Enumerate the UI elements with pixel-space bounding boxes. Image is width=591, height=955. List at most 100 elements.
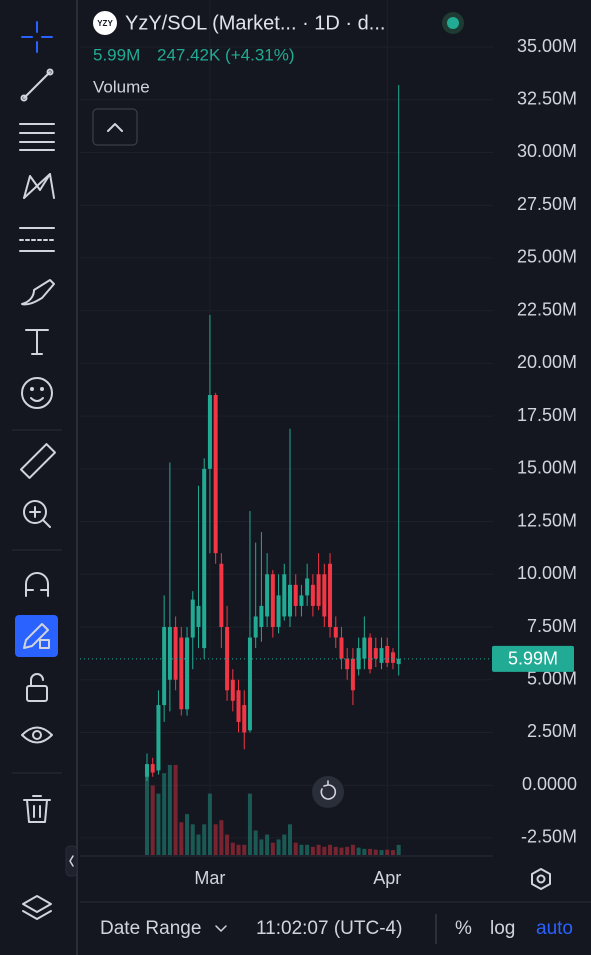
volume-bar	[259, 839, 264, 855]
y-tick-label: 5.00M	[527, 668, 577, 688]
fib-tool[interactable]	[19, 123, 55, 151]
candle-body	[247, 637, 252, 731]
volume-bar	[385, 849, 390, 855]
volume-bar	[225, 834, 230, 855]
text-tool[interactable]	[25, 329, 49, 355]
candle-body	[276, 595, 281, 628]
emoji-tool[interactable]	[21, 377, 53, 409]
candle-body	[333, 627, 338, 638]
last-price-label: 5.99M	[508, 649, 558, 669]
auto-toggle[interactable]: auto	[536, 918, 573, 939]
volume-bar	[276, 839, 281, 855]
candle-body	[242, 705, 247, 733]
y-tick-label: 25.00M	[517, 247, 577, 267]
pencil-lock-icon	[23, 623, 50, 649]
volume-bar	[356, 847, 361, 855]
volume-bar	[299, 844, 304, 855]
candle-body	[310, 584, 315, 606]
volume-bar	[396, 844, 401, 855]
candle-body	[259, 605, 264, 628]
date-range[interactable]: Date Range	[100, 918, 201, 939]
market-status	[447, 17, 459, 29]
volume-bar	[162, 773, 167, 855]
last-price: 5.99M	[93, 45, 140, 64]
y-tick-label: 17.50M	[517, 405, 577, 425]
candle-body	[299, 595, 304, 606]
volume-bar	[288, 824, 292, 855]
visibility-tool[interactable]	[21, 726, 53, 744]
candle-body	[236, 690, 241, 722]
candle-body	[270, 574, 275, 628]
symbol-title[interactable]: YzY/SOL (Market... · 1D · d...	[125, 12, 385, 34]
candle-body	[293, 584, 298, 606]
brush-tool[interactable]	[21, 279, 55, 306]
log-toggle[interactable]: log	[490, 918, 515, 939]
unlock-tool[interactable]	[26, 673, 48, 702]
magnet-tool[interactable]	[25, 572, 49, 597]
lock-drawings-tool[interactable]	[15, 615, 58, 657]
volume-bar	[350, 844, 355, 855]
candle-body	[316, 574, 321, 606]
last-price-tag	[492, 645, 574, 672]
volume-bar	[293, 842, 298, 855]
axis-settings[interactable]	[531, 868, 551, 890]
volume-bar	[305, 844, 310, 855]
crosshair-tool[interactable]	[21, 21, 53, 53]
candle-body	[213, 395, 218, 554]
volume-bar	[379, 850, 384, 855]
candle-body	[173, 627, 178, 680]
volume-bar	[150, 785, 155, 855]
candle-body	[396, 658, 401, 665]
candle-body	[167, 627, 172, 680]
volume-bar	[156, 793, 161, 855]
reset-button[interactable]	[312, 776, 344, 808]
volume-bar	[322, 846, 327, 855]
logo-text: YZY	[97, 19, 113, 28]
volume-bar	[190, 824, 195, 855]
candle-body	[202, 468, 207, 649]
y-tick-label: 35.00M	[517, 36, 577, 56]
y-tick-label: 32.50M	[517, 88, 577, 108]
y-tick-label: -2.50M	[521, 827, 577, 847]
pattern-tool[interactable]	[23, 173, 55, 199]
collapse-tab[interactable]	[65, 845, 78, 877]
candle-body	[339, 637, 344, 659]
candle-body	[207, 395, 212, 469]
volume-bar	[242, 844, 247, 855]
candle-body	[162, 627, 167, 706]
symbol-logo	[93, 11, 117, 35]
candle-body	[253, 616, 258, 638]
clock[interactable]: 11:02:07 (UTC-4)	[256, 918, 402, 939]
y-tick-label: 12.50M	[517, 510, 577, 530]
candle-body	[196, 605, 201, 628]
candle-body	[150, 764, 155, 773]
prediction-tool[interactable]	[19, 227, 55, 252]
volume-bar	[202, 824, 207, 855]
volume-bar	[173, 765, 178, 855]
y-tick-label: 10.00M	[517, 563, 577, 583]
collapse-arrow	[69, 855, 74, 867]
y-tick-label: 30.00M	[517, 141, 577, 161]
trend-line-tool[interactable]	[20, 68, 54, 102]
collapse-button[interactable]	[92, 108, 138, 146]
volume-bar	[282, 834, 287, 855]
volume-bar	[207, 793, 212, 855]
reset-icon	[320, 780, 337, 800]
ruler-tool[interactable]	[20, 443, 56, 479]
volume-bar	[390, 850, 395, 855]
chevron-up	[107, 123, 123, 132]
candle-body	[225, 627, 230, 691]
volume-bar	[362, 848, 367, 855]
y-tick-label: 7.50M	[527, 616, 577, 636]
price-change: 247.42K (+4.31%)	[157, 45, 295, 64]
volume-bar	[339, 847, 344, 855]
percent-toggle[interactable]: %	[455, 918, 472, 939]
volume-bar	[236, 844, 241, 855]
candle-body	[305, 578, 310, 596]
volume-bar	[185, 814, 190, 855]
layers-tool[interactable]	[22, 895, 52, 920]
delete-tool[interactable]	[23, 795, 51, 823]
candle-body	[345, 658, 350, 670]
zoom-tool[interactable]	[23, 500, 51, 528]
